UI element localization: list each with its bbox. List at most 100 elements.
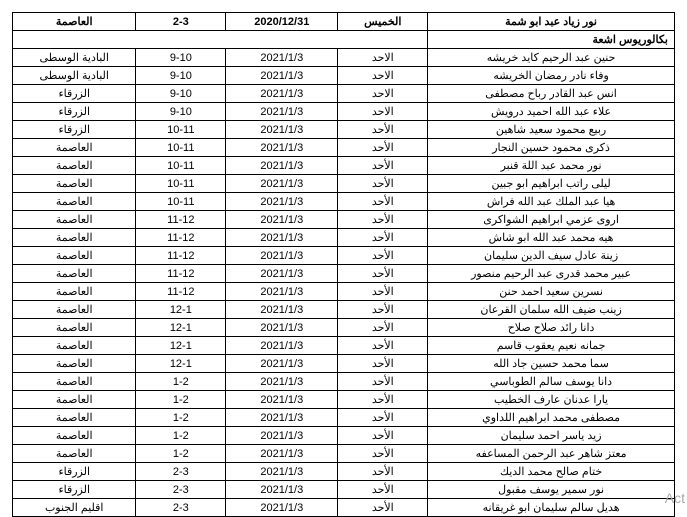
time-cell: 9-10 bbox=[136, 67, 226, 85]
name-cell: نور سمير يوسف مقبول bbox=[428, 481, 675, 499]
date-cell: 2021/1/3 bbox=[226, 373, 338, 391]
date-cell: 2021/1/3 bbox=[226, 139, 338, 157]
name-cell: زيد ياسر احمد سليمان bbox=[428, 427, 675, 445]
name-cell: علاء عبد الله احميد درويش bbox=[428, 103, 675, 121]
table-row: نور سمير يوسف مقبولالأحد2021/1/32-3الزرق… bbox=[13, 481, 675, 499]
date-cell: 2021/1/3 bbox=[226, 391, 338, 409]
name-cell: يارا عدنان عارف الخطيب bbox=[428, 391, 675, 409]
watermark-text: Act bbox=[665, 490, 685, 507]
name-cell: مصطفى محمد ابراهيم اللداوي bbox=[428, 409, 675, 427]
time-cell: 2-3 bbox=[136, 481, 226, 499]
location-cell: الزرقاء bbox=[13, 481, 136, 499]
table-row: ذكرى محمود حسين النجارالأحد2021/1/310-11… bbox=[13, 139, 675, 157]
location-cell: العاصمة bbox=[13, 391, 136, 409]
day-cell: الاحد bbox=[338, 67, 428, 85]
section-empty-cell bbox=[13, 31, 428, 49]
top-location-cell: العاصمة bbox=[13, 13, 136, 31]
date-cell: 2021/1/3 bbox=[226, 67, 338, 85]
time-cell: 10-11 bbox=[136, 121, 226, 139]
time-cell: 11-12 bbox=[136, 229, 226, 247]
name-cell: ذكرى محمود حسين النجار bbox=[428, 139, 675, 157]
top-day-cell: الخميس bbox=[338, 13, 428, 31]
table-row: انس عبد القادر رباح مصطفىالاحد2021/1/39-… bbox=[13, 85, 675, 103]
table-row: دانا يوسف سالم الطوباسيالأحد2021/1/31-2ا… bbox=[13, 373, 675, 391]
top-date-cell: 2020/12/31 bbox=[226, 13, 338, 31]
day-cell: الأحد bbox=[338, 445, 428, 463]
day-cell: الأحد bbox=[338, 319, 428, 337]
date-cell: 2021/1/3 bbox=[226, 49, 338, 67]
time-cell: 12-1 bbox=[136, 301, 226, 319]
day-cell: الأحد bbox=[338, 283, 428, 301]
time-cell: 10-11 bbox=[136, 157, 226, 175]
table-row: ليلى راتب ابراهيم ابو جبينالأحد2021/1/31… bbox=[13, 175, 675, 193]
time-cell: 12-1 bbox=[136, 355, 226, 373]
location-cell: العاصمة bbox=[13, 157, 136, 175]
table-row: نور محمد عبد اللة قنبرالأحد2021/1/310-11… bbox=[13, 157, 675, 175]
table-row: مصطفى محمد ابراهيم اللداويالأحد2021/1/31… bbox=[13, 409, 675, 427]
name-cell: جمانه نعيم يعقوب قاسم bbox=[428, 337, 675, 355]
table-row: هيا عبد الملك عبد الله فراشالأحد2021/1/3… bbox=[13, 193, 675, 211]
name-cell: هديل سالم سليمان ابو غريقانه bbox=[428, 499, 675, 517]
location-cell: العاصمة bbox=[13, 247, 136, 265]
time-cell: 1-2 bbox=[136, 409, 226, 427]
time-cell: 2-3 bbox=[136, 463, 226, 481]
day-cell: الأحد bbox=[338, 265, 428, 283]
day-cell: الأحد bbox=[338, 121, 428, 139]
name-cell: عبير محمد قدرى عبد الرحيم منصور bbox=[428, 265, 675, 283]
date-cell: 2021/1/3 bbox=[226, 301, 338, 319]
location-cell: العاصمة bbox=[13, 175, 136, 193]
location-cell: العاصمة bbox=[13, 193, 136, 211]
time-cell: 11-12 bbox=[136, 247, 226, 265]
date-cell: 2021/1/3 bbox=[226, 337, 338, 355]
day-cell: الأحد bbox=[338, 229, 428, 247]
name-cell: نسرين سعيد احمد حنن bbox=[428, 283, 675, 301]
time-cell: 9-10 bbox=[136, 85, 226, 103]
table-row: زينب ضيف الله سلمان القرعانالأحد2021/1/3… bbox=[13, 301, 675, 319]
name-cell: انس عبد القادر رباح مصطفى bbox=[428, 85, 675, 103]
date-cell: 2021/1/3 bbox=[226, 193, 338, 211]
table-row: دانا رائد صلاح صلاحالأحد2021/1/312-1العا… bbox=[13, 319, 675, 337]
table-row: اروى عزمي ابراهيم الشواكرىالأحد2021/1/31… bbox=[13, 211, 675, 229]
day-cell: الأحد bbox=[338, 193, 428, 211]
location-cell: العاصمة bbox=[13, 445, 136, 463]
date-cell: 2021/1/3 bbox=[226, 247, 338, 265]
table-row: هيه محمد عبد الله ابو شاشالأحد2021/1/311… bbox=[13, 229, 675, 247]
table-row: علاء عبد الله احميد درويشالاحد2021/1/39-… bbox=[13, 103, 675, 121]
location-cell: البادية الوسطى bbox=[13, 67, 136, 85]
day-cell: الاحد bbox=[338, 103, 428, 121]
name-cell: نور محمد عبد اللة قنبر bbox=[428, 157, 675, 175]
section-header-row: بكالوريوس اشعة bbox=[13, 31, 675, 49]
time-cell: 1-2 bbox=[136, 445, 226, 463]
name-cell: ليلى راتب ابراهيم ابو جبين bbox=[428, 175, 675, 193]
time-cell: 2-3 bbox=[136, 499, 226, 517]
table-row: زيد ياسر احمد سليمانالأحد2021/1/31-2العا… bbox=[13, 427, 675, 445]
day-cell: الأحد bbox=[338, 355, 428, 373]
location-cell: الزرقاء bbox=[13, 121, 136, 139]
time-cell: 11-12 bbox=[136, 211, 226, 229]
table-row: جمانه نعيم يعقوب قاسمالأحد2021/1/312-1ال… bbox=[13, 337, 675, 355]
date-cell: 2021/1/3 bbox=[226, 283, 338, 301]
time-cell: 10-11 bbox=[136, 139, 226, 157]
location-cell: اقليم الجنوب bbox=[13, 499, 136, 517]
time-cell: 9-10 bbox=[136, 103, 226, 121]
day-cell: الأحد bbox=[338, 499, 428, 517]
location-cell: العاصمة bbox=[13, 265, 136, 283]
name-cell: دانا رائد صلاح صلاح bbox=[428, 319, 675, 337]
day-cell: الأحد bbox=[338, 139, 428, 157]
date-cell: 2021/1/3 bbox=[226, 103, 338, 121]
time-cell: 11-12 bbox=[136, 265, 226, 283]
location-cell: العاصمة bbox=[13, 319, 136, 337]
day-cell: الاحد bbox=[338, 85, 428, 103]
table-row: زينة عادل سيف الدين سليمانالأحد2021/1/31… bbox=[13, 247, 675, 265]
time-cell: 1-2 bbox=[136, 373, 226, 391]
day-cell: الأحد bbox=[338, 337, 428, 355]
time-cell: 10-11 bbox=[136, 175, 226, 193]
location-cell: الزرقاء bbox=[13, 103, 136, 121]
day-cell: الأحد bbox=[338, 409, 428, 427]
day-cell: الأحد bbox=[338, 157, 428, 175]
top-time-cell: 2-3 bbox=[136, 13, 226, 31]
location-cell: العاصمة bbox=[13, 229, 136, 247]
date-cell: 2021/1/3 bbox=[226, 481, 338, 499]
date-cell: 2021/1/3 bbox=[226, 211, 338, 229]
time-cell: 1-2 bbox=[136, 427, 226, 445]
